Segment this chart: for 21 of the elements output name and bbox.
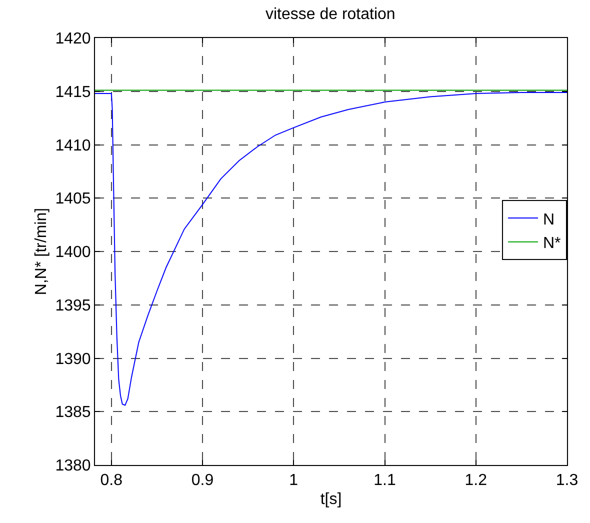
y-axis-title: N,N* [tr/min] <box>33 208 50 296</box>
y-tick-label: 1420 <box>55 30 91 48</box>
y-tick-label: 1385 <box>55 404 91 422</box>
y-tick-label: 1400 <box>55 244 91 262</box>
x-tick-label: 0.8 <box>100 472 123 490</box>
y-tick-label: 1410 <box>55 137 91 154</box>
legend-label: N <box>543 211 555 228</box>
x-tick-label: 0.9 <box>191 472 214 490</box>
y-tick-label: 1415 <box>55 84 91 101</box>
x-tick-label: 1.3 <box>556 472 578 490</box>
legend-label: N* <box>543 235 561 252</box>
y-tick-label: 1395 <box>55 297 91 314</box>
x-axis-title: t[s] <box>320 490 342 508</box>
x-tick-label: 1.1 <box>374 472 396 490</box>
y-tick-label: 1405 <box>55 190 91 208</box>
chart-title: vitesse de rotation <box>265 6 396 24</box>
x-tick-label: 1 <box>289 472 298 490</box>
y-tick-label: 1380 <box>55 458 91 475</box>
line-series <box>95 92 567 406</box>
x-tick-label: 1.2 <box>464 472 488 490</box>
y-tick-label: 1390 <box>55 350 91 368</box>
